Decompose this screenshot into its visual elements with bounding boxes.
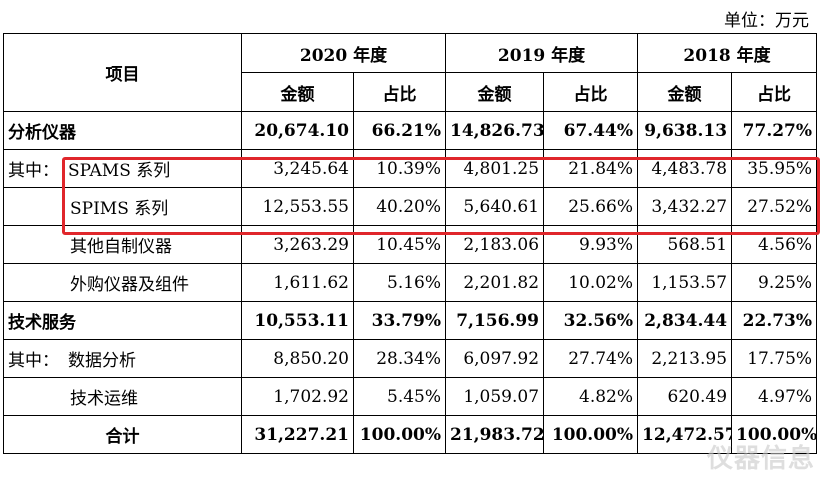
row-label: 合计 bbox=[3, 415, 242, 454]
cell-amount: 3,432.27 bbox=[637, 187, 733, 226]
unit-label: 单位：万元 bbox=[724, 11, 809, 31]
cell-ratio: 67.44% bbox=[543, 111, 639, 150]
cell-ratio: 33.79% bbox=[352, 301, 447, 340]
cell-ratio: 9.25% bbox=[731, 263, 818, 302]
cell-ratio: 10.39% bbox=[352, 149, 447, 188]
table-row: 分析仪器 20,674.10 66.21% 14,826.73 67.44% 9… bbox=[3, 111, 818, 150]
cell-ratio: 66.21% bbox=[352, 111, 447, 150]
cell-amount: 12,553.55 bbox=[241, 187, 354, 226]
table-row: 其他自制仪器 3,263.29 10.45% 2,183.06 9.93% 56… bbox=[3, 225, 818, 264]
cell-ratio: 100.00% bbox=[731, 415, 818, 454]
cell-ratio: 35.95% bbox=[731, 149, 818, 188]
header-ratio: 占比 bbox=[352, 72, 447, 112]
cell-amount: 8,850.20 bbox=[241, 339, 354, 378]
cell-ratio: 4.56% bbox=[731, 225, 818, 264]
cell-ratio: 27.52% bbox=[731, 187, 818, 226]
row-prefix: 其中： bbox=[8, 161, 59, 181]
watermark-text: 仪器信息 bbox=[706, 444, 815, 474]
header-year-2018: 2018 年度 bbox=[637, 33, 818, 73]
row-label: 技术服务 bbox=[3, 301, 242, 340]
table-row: 其中： SPAMS 系列 3,245.64 10.39% 4,801.25 21.… bbox=[3, 149, 818, 188]
header-year-2019: 2019 年度 bbox=[445, 33, 639, 73]
cell-amount: 5,640.61 bbox=[445, 187, 545, 226]
revenue-table: 项目 2020 年度 2019 年度 2018 年度 金额 占比 金额 占比 金… bbox=[3, 33, 818, 454]
row-label: 技术运维 bbox=[3, 377, 242, 416]
cell-ratio: 9.93% bbox=[543, 225, 639, 264]
row-label: 其他自制仪器 bbox=[3, 225, 242, 264]
cell-amount: 1,059.07 bbox=[445, 377, 545, 416]
cell-amount: 21,983.72 bbox=[445, 415, 545, 454]
row-label: SPIMS 系列 bbox=[3, 187, 242, 226]
cell-ratio: 22.73% bbox=[731, 301, 818, 340]
cell-ratio: 100.00% bbox=[543, 415, 639, 454]
header-year-2020: 2020 年度 bbox=[240, 33, 447, 73]
table-row: 技术运维 1,702.92 5.45% 1,059.07 4.82% 620.4… bbox=[3, 377, 818, 416]
cell-amount: 4,483.78 bbox=[637, 149, 733, 188]
header-ratio: 占比 bbox=[543, 72, 639, 112]
cell-ratio: 77.27% bbox=[731, 111, 818, 150]
table-row: SPIMS 系列 12,553.55 40.20% 5,640.61 25.66… bbox=[3, 187, 818, 226]
cell-amount: 568.51 bbox=[637, 225, 733, 264]
cell-amount: 12,472.57 bbox=[637, 415, 733, 454]
cell-amount: 1,611.62 bbox=[241, 263, 354, 302]
cell-amount: 2,201.82 bbox=[445, 263, 545, 302]
cell-ratio: 21.84% bbox=[543, 149, 639, 188]
row-label: 其中： 数据分析 bbox=[3, 339, 242, 378]
cell-ratio: 4.82% bbox=[543, 377, 639, 416]
cell-ratio: 5.45% bbox=[352, 377, 447, 416]
table-row: 其中： 数据分析 8,850.20 28.34% 6,097.92 27.74% … bbox=[3, 339, 818, 378]
row-label: 分析仪器 bbox=[3, 111, 242, 150]
cell-amount: 3,263.29 bbox=[241, 225, 354, 264]
header-row-cols: 金额 占比 金额 占比 金额 占比 bbox=[4, 72, 818, 112]
header-amount: 金额 bbox=[637, 72, 733, 112]
header-amount: 金额 bbox=[445, 72, 545, 112]
cell-amount: 3,245.64 bbox=[241, 149, 354, 188]
cell-amount: 7,156.99 bbox=[445, 301, 545, 340]
cell-ratio: 10.45% bbox=[352, 225, 447, 264]
cell-ratio: 5.16% bbox=[352, 263, 447, 302]
cell-amount: 4,801.25 bbox=[445, 149, 545, 188]
cell-amount: 10,553.11 bbox=[241, 301, 354, 340]
cell-amount: 14,826.73 bbox=[445, 111, 545, 150]
cell-amount: 6,097.92 bbox=[445, 339, 545, 378]
cell-amount: 1,153.57 bbox=[637, 263, 733, 302]
table-row: 外购仪器及组件 1,611.62 5.16% 2,201.82 10.02% 1… bbox=[3, 263, 818, 302]
table-row: 技术服务 10,553.11 33.79% 7,156.99 32.56% 2,… bbox=[3, 301, 818, 340]
cell-amount: 1,702.92 bbox=[241, 377, 354, 416]
cell-ratio: 27.74% bbox=[543, 339, 639, 378]
row-prefix: 其中： bbox=[8, 351, 59, 371]
cell-ratio: 10.02% bbox=[543, 263, 639, 302]
header-item: 项目 bbox=[3, 33, 242, 112]
cell-ratio: 100.00% bbox=[352, 415, 447, 454]
cell-amount: 9,638.13 bbox=[637, 111, 733, 150]
cell-ratio: 25.66% bbox=[543, 187, 639, 226]
cell-amount: 2,834.44 bbox=[637, 301, 733, 340]
row-label: 其中： SPAMS 系列 bbox=[3, 149, 242, 188]
cell-amount: 20,674.10 bbox=[241, 111, 354, 150]
cell-ratio: 28.34% bbox=[352, 339, 447, 378]
cell-ratio: 17.75% bbox=[731, 339, 818, 378]
cell-amount: 2,183.06 bbox=[445, 225, 545, 264]
cell-amount: 31,227.21 bbox=[241, 415, 354, 454]
cell-ratio: 4.97% bbox=[731, 377, 818, 416]
cell-amount: 2,213.95 bbox=[637, 339, 733, 378]
header-amount: 金额 bbox=[241, 72, 354, 112]
header-ratio: 占比 bbox=[731, 72, 818, 112]
cell-amount: 620.49 bbox=[637, 377, 733, 416]
row-label: 外购仪器及组件 bbox=[3, 263, 242, 302]
total-row: 合计 31,227.21 100.00% 21,983.72 100.00% 1… bbox=[3, 415, 818, 454]
cell-ratio: 40.20% bbox=[352, 187, 447, 226]
cell-ratio: 32.56% bbox=[543, 301, 639, 340]
header-row-years: 项目 2020 年度 2019 年度 2018 年度 bbox=[3, 33, 818, 112]
